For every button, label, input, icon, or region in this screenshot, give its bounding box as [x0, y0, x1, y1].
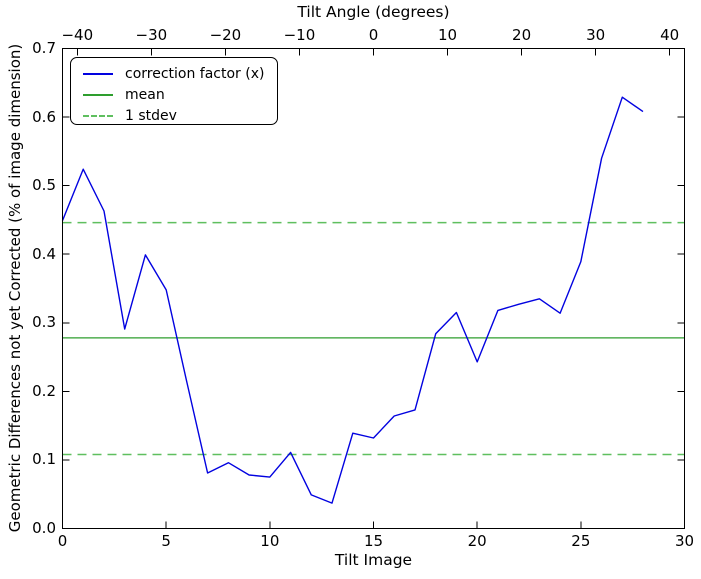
- top-axis-title: Tilt Angle (degrees): [297, 3, 450, 21]
- x-axis-title: Tilt Image: [334, 551, 413, 569]
- top-tick-label: −20: [209, 26, 242, 44]
- top-tick-label: −40: [61, 26, 94, 44]
- data-line-correction-factor: [61, 96, 644, 504]
- x-tick-label: 20: [467, 532, 487, 550]
- y-tick-label: 0.5: [32, 176, 56, 195]
- legend-entry-correction-factor: correction factor (x): [71, 63, 277, 84]
- top-tick-label: 20: [512, 26, 532, 44]
- y-tick-label: 0.0: [32, 519, 56, 537]
- y-tick-label: 0.2: [32, 381, 56, 400]
- top-tick-label: 0: [368, 26, 379, 44]
- legend-label: correction factor (x): [125, 65, 265, 82]
- top-tick-label: −10: [283, 26, 316, 44]
- y-tick-label: 0.3: [32, 313, 56, 332]
- top-tick-label: −30: [135, 26, 168, 44]
- axes-frame: [62, 48, 685, 529]
- x-tick-label: 30: [674, 532, 695, 550]
- y-tick-label: 0.4: [32, 244, 56, 263]
- legend-line-sample-green-dashed: [83, 114, 113, 117]
- y-tick-label: 0.6: [32, 107, 56, 126]
- x-tick-label: 10: [260, 532, 280, 550]
- top-tick-label: 40: [660, 26, 680, 44]
- x-tick-label: 25: [571, 532, 591, 550]
- top-tick-label: 30: [586, 26, 606, 44]
- x-tick-label: 0: [57, 532, 68, 550]
- legend-line-sample-blue: [83, 72, 113, 75]
- legend-label: mean: [125, 86, 165, 103]
- top-tick-label: 10: [438, 26, 458, 44]
- legend-entry-mean: mean: [71, 84, 277, 105]
- x-tick-label: 5: [161, 532, 171, 550]
- legend-line-sample-green: [83, 93, 113, 96]
- y-tick-label: 0.7: [32, 39, 56, 57]
- legend-entry-stdev: 1 stdev: [71, 105, 277, 126]
- x-tick-label: 15: [363, 532, 384, 550]
- y-tick-label: 0.1: [32, 450, 56, 469]
- legend-label: 1 stdev: [125, 107, 177, 124]
- legend-box: correction factor (x) mean 1 stdev: [70, 57, 278, 125]
